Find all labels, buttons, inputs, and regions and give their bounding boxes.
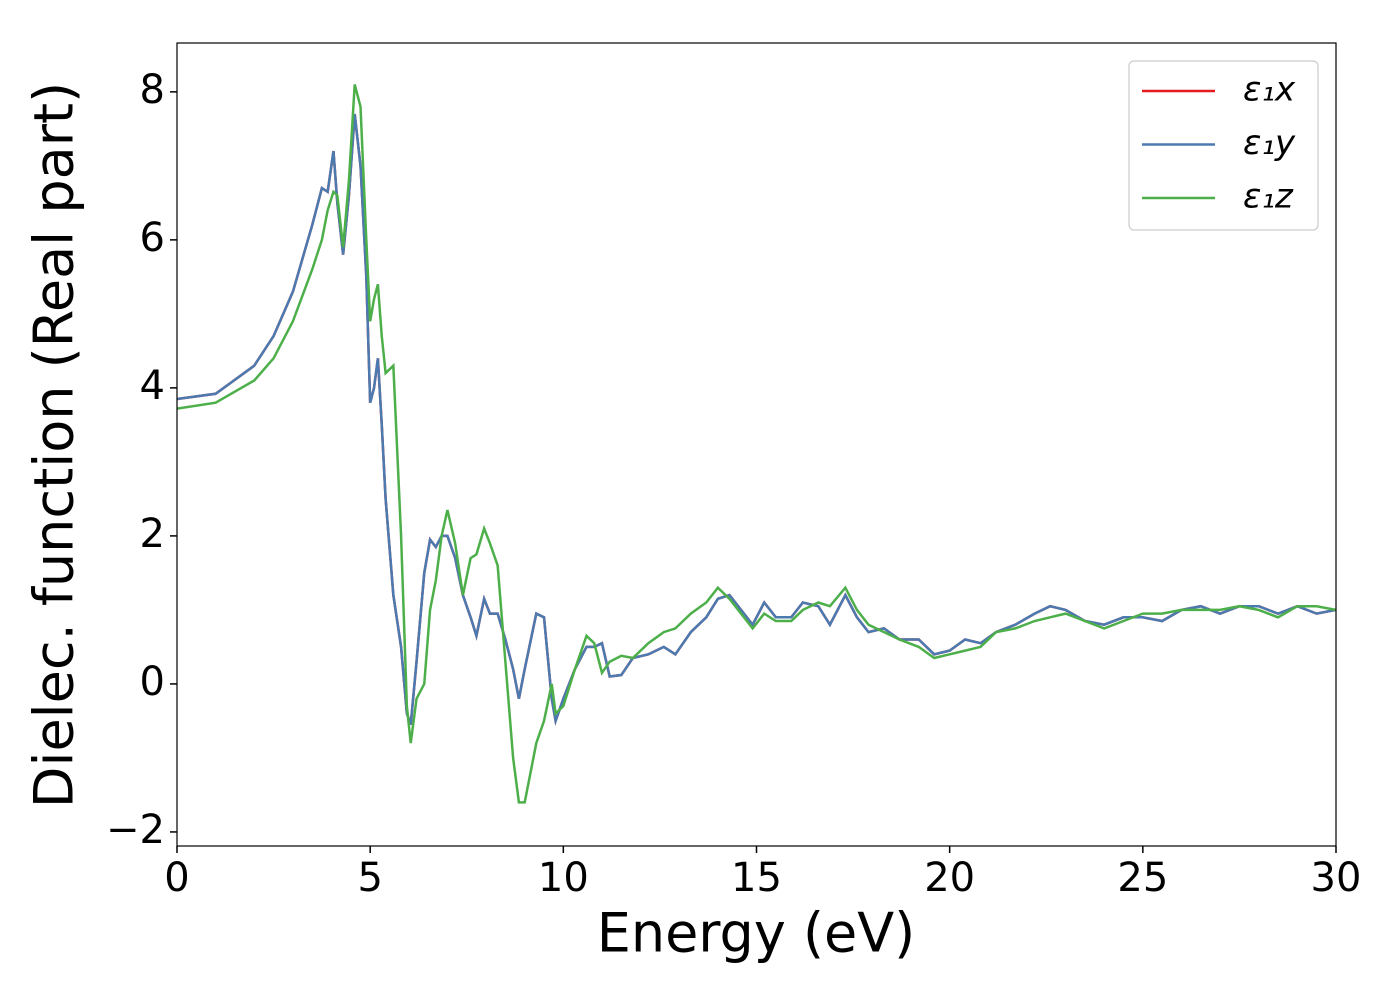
legend-box bbox=[1128, 60, 1319, 231]
y-axis-label: Dielec. function (Real part) bbox=[23, 82, 86, 808]
y-tick-label: −2 bbox=[106, 807, 165, 853]
x-tick-label: 0 bbox=[164, 855, 189, 901]
x-tick-label: 25 bbox=[1117, 855, 1168, 901]
plot-frame bbox=[176, 42, 1337, 847]
legend-label: ε₁y bbox=[1243, 123, 1296, 163]
legend-label: ε₁x bbox=[1243, 70, 1296, 110]
x-tick-label: 15 bbox=[731, 855, 782, 901]
x-tick-label: 10 bbox=[538, 855, 589, 901]
y-tick-label: 8 bbox=[140, 67, 165, 113]
x-axis-label: Energy (eV) bbox=[597, 902, 916, 965]
x-tick-label: 30 bbox=[1311, 855, 1362, 901]
legend-label: ε₁z bbox=[1243, 177, 1294, 217]
y-tick-label: 0 bbox=[140, 659, 165, 705]
series-line bbox=[177, 84, 1336, 804]
y-tick-label: 4 bbox=[140, 363, 165, 409]
x-tick-label: 20 bbox=[924, 855, 975, 901]
y-tick-label: 6 bbox=[140, 215, 165, 261]
y-tick-label: 2 bbox=[140, 511, 165, 557]
x-tick-label: 5 bbox=[357, 855, 382, 901]
